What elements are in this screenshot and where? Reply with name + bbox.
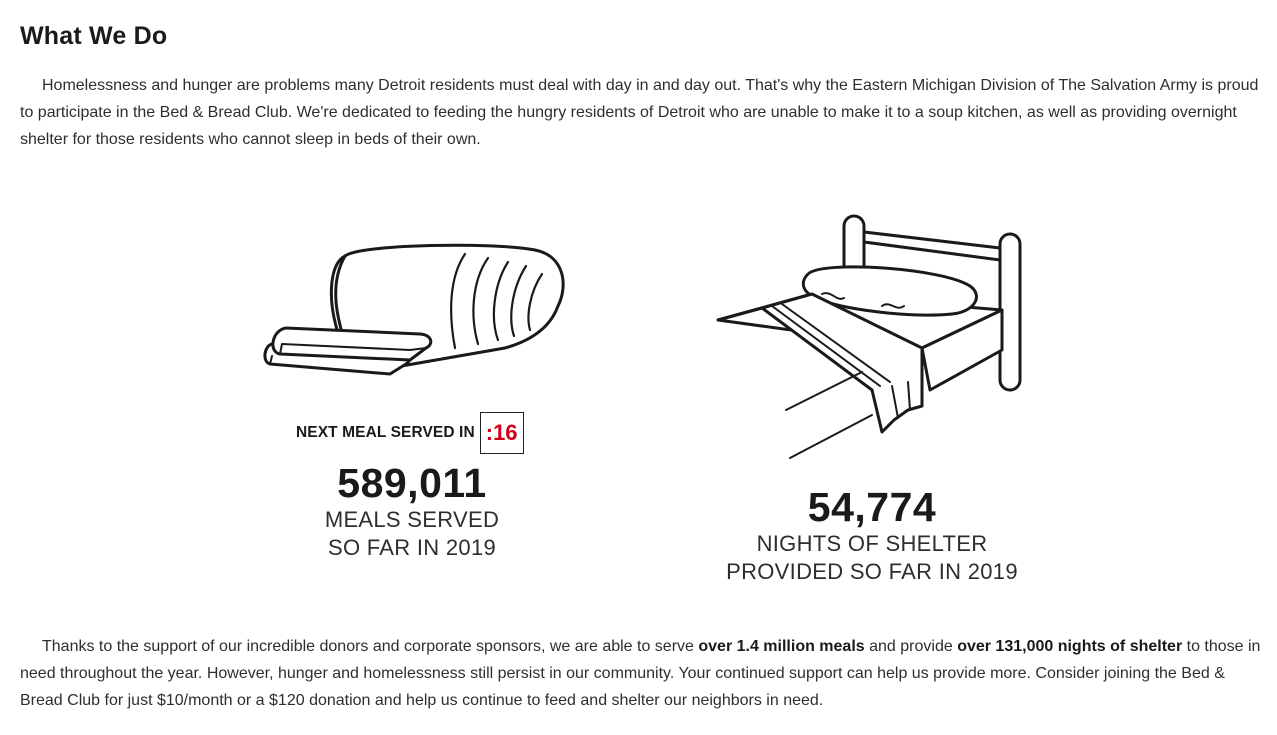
bread-loaf-icon <box>263 243 565 376</box>
meals-served-stat: 589,011 MEALS SERVED SO FAR IN 2019 <box>242 460 582 562</box>
shelter-nights-stat: 54,774 NIGHTS OF SHELTER PROVIDED SO FAR… <box>702 484 1042 586</box>
countdown-label: NEXT MEAL SERVED IN <box>296 424 475 441</box>
outro-text-1: Thanks to the support of our incredible … <box>42 638 699 655</box>
meals-caption-line1: MEALS SERVED <box>324 507 500 532</box>
outro-text-3: to those in need throughout the year. Ho… <box>20 638 1261 709</box>
intro-paragraph: Homelessness and hunger are problems man… <box>20 77 1259 148</box>
countdown-timer: :16 <box>479 412 524 454</box>
next-meal-countdown: NEXT MEAL SERVED IN :16 <box>296 412 524 454</box>
shelter-count: 54,774 <box>807 484 937 530</box>
shelter-caption-line1: NIGHTS OF SHELTER <box>756 531 988 556</box>
outro-paragraph: Thanks to the support of our incredible … <box>20 633 1262 714</box>
meals-count: 589,011 <box>337 460 487 506</box>
outro-text-2: and provide <box>864 638 958 655</box>
outro-bold-meals: over 1.4 million meals <box>698 638 865 655</box>
bed-icon <box>716 214 1022 459</box>
shelter-caption-line2: PROVIDED SO FAR IN 2019 <box>726 559 1018 584</box>
meals-caption-line2: SO FAR IN 2019 <box>327 535 497 560</box>
section-title: What We Do <box>20 22 168 50</box>
outro-bold-shelter: over 131,000 nights of shelter <box>957 638 1183 655</box>
